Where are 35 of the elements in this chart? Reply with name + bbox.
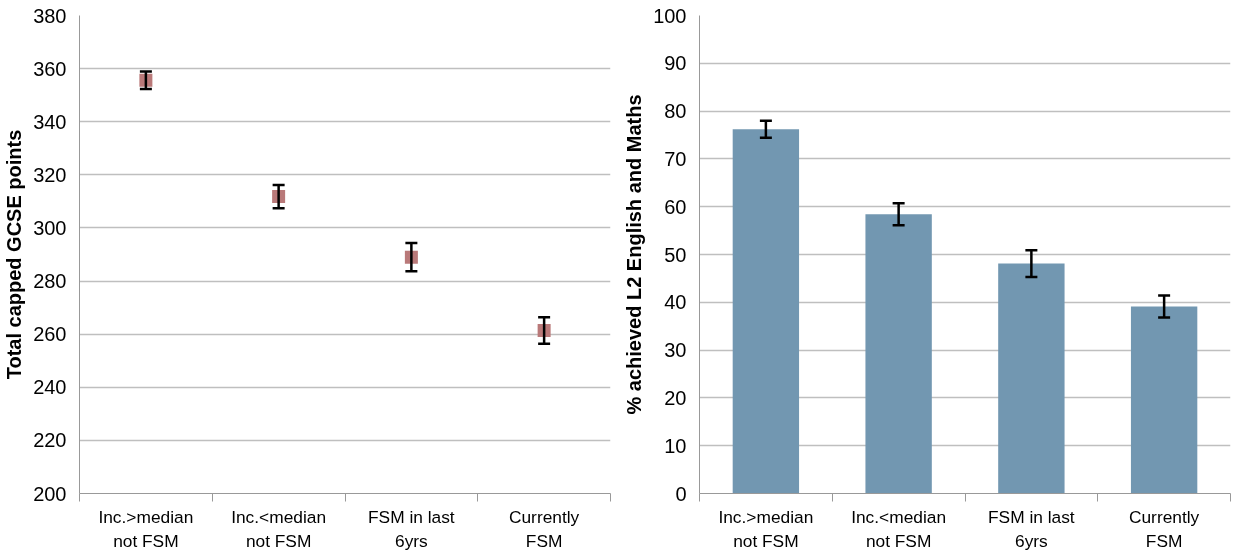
y-tick-label: 280 xyxy=(33,270,67,293)
x-tick-label: Inc.<median not FSM xyxy=(851,506,947,551)
y-tick-label: 260 xyxy=(33,323,67,346)
bar xyxy=(998,263,1065,494)
y-tick-label: 40 xyxy=(664,291,687,314)
x-tick-label: FSM in last 6yrs xyxy=(988,506,1075,551)
y-tick-label: 380 xyxy=(33,4,67,27)
x-tick-label: Inc.<median not FSM xyxy=(231,506,327,551)
y-axis-title: Total capped GCSE points xyxy=(3,129,26,380)
y-tick-label: 60 xyxy=(664,195,687,218)
x-tick-label: Currently FSM xyxy=(1128,506,1200,551)
x-tick-label: Inc.>median not FSM xyxy=(718,506,814,551)
y-tick-label: 0 xyxy=(675,482,687,505)
y-tick-label: 240 xyxy=(33,376,67,399)
bar xyxy=(865,214,932,494)
bar xyxy=(732,129,800,494)
y-tick-label: 220 xyxy=(33,429,67,452)
x-tick-label: FSM in last 6yrs xyxy=(368,506,455,551)
y-tick-label: 20 xyxy=(664,386,687,409)
x-tick-label: Currently FSM xyxy=(508,506,580,551)
x-tick-label: Inc.>median not FSM xyxy=(98,506,194,551)
y-tick-label: 100 xyxy=(653,4,687,27)
y-tick-label: 50 xyxy=(664,243,687,266)
y-tick-label: 90 xyxy=(664,52,687,75)
y-tick-label: 70 xyxy=(664,147,687,170)
y-tick-label: 10 xyxy=(664,434,687,457)
bar xyxy=(1130,306,1198,494)
y-tick-label: 320 xyxy=(33,163,67,186)
y-tick-label: 300 xyxy=(33,216,67,239)
y-tick-label: 30 xyxy=(664,339,687,362)
y-axis-title: % achieved L2 English and Maths xyxy=(623,94,646,415)
y-tick-label: 200 xyxy=(33,482,67,505)
y-tick-label: 360 xyxy=(33,57,67,80)
y-tick-label: 340 xyxy=(33,110,67,133)
y-tick-label: 80 xyxy=(664,100,687,123)
